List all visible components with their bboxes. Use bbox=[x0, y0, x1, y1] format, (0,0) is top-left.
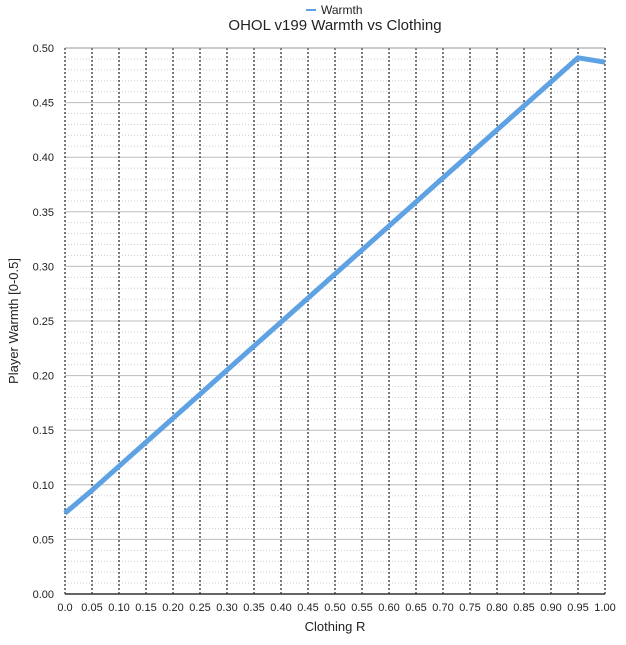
x-tick-label: 0.0 bbox=[57, 602, 72, 614]
legend: Warmth bbox=[306, 3, 363, 17]
x-tick-label: 0.90 bbox=[540, 602, 561, 614]
x-tick-label: 0.10 bbox=[108, 602, 129, 614]
x-axis-label: Clothing R bbox=[305, 619, 366, 634]
x-tick-label: 0.60 bbox=[378, 602, 399, 614]
x-tick-label: 0.05 bbox=[81, 602, 102, 614]
y-tick-label: 0.40 bbox=[33, 152, 54, 164]
series-line-warmth bbox=[63, 55, 606, 516]
x-tick-label: 0.95 bbox=[567, 602, 588, 614]
x-tick-label: 0.15 bbox=[135, 602, 156, 614]
x-tick-label: 0.30 bbox=[216, 602, 237, 614]
y-axis-label: Player Warmth [0-0.5] bbox=[6, 258, 21, 384]
x-tick-label: 0.75 bbox=[459, 602, 480, 614]
x-tick-label: 0.65 bbox=[405, 602, 426, 614]
x-tick-label: 0.35 bbox=[243, 602, 264, 614]
y-tick-label: 0.30 bbox=[33, 261, 54, 273]
axes bbox=[64, 47, 606, 595]
y-tick-label: 0.20 bbox=[33, 371, 54, 383]
x-tick-label: 0.55 bbox=[351, 602, 372, 614]
x-tick-label: 0.70 bbox=[432, 602, 453, 614]
y-tick-label: 0.05 bbox=[33, 534, 54, 546]
series-layer bbox=[63, 55, 606, 516]
y-tick-label: 0.10 bbox=[33, 480, 54, 492]
x-tick-label: 0.40 bbox=[270, 602, 291, 614]
x-tick-label: 1.00 bbox=[594, 602, 615, 614]
x-tick-label: 0.80 bbox=[486, 602, 507, 614]
y-tick-label: 0.15 bbox=[33, 425, 54, 437]
tick-labels: 0.00 0.05 0.10 0.15 0.20 0.25 0.30 0.35 0.40 0.45… bbox=[33, 43, 616, 614]
grid bbox=[65, 47, 605, 594]
x-tick-label: 0.85 bbox=[513, 602, 534, 614]
y-tick-label: 0.35 bbox=[33, 207, 54, 219]
x-tick-label: 0.50 bbox=[324, 602, 345, 614]
x-tick-label: 0.45 bbox=[297, 602, 318, 614]
x-tick-label: 0.25 bbox=[189, 602, 210, 614]
legend-label: Warmth bbox=[321, 3, 363, 17]
x-tick-label: 0.20 bbox=[162, 602, 183, 614]
y-tick-label: 0.45 bbox=[33, 98, 54, 110]
y-tick-label: 0.00 bbox=[33, 589, 54, 601]
y-tick-label: 0.25 bbox=[33, 316, 54, 328]
chart-title: OHOL v199 Warmth vs Clothing bbox=[228, 17, 441, 34]
y-tick-label: 0.50 bbox=[33, 43, 54, 55]
